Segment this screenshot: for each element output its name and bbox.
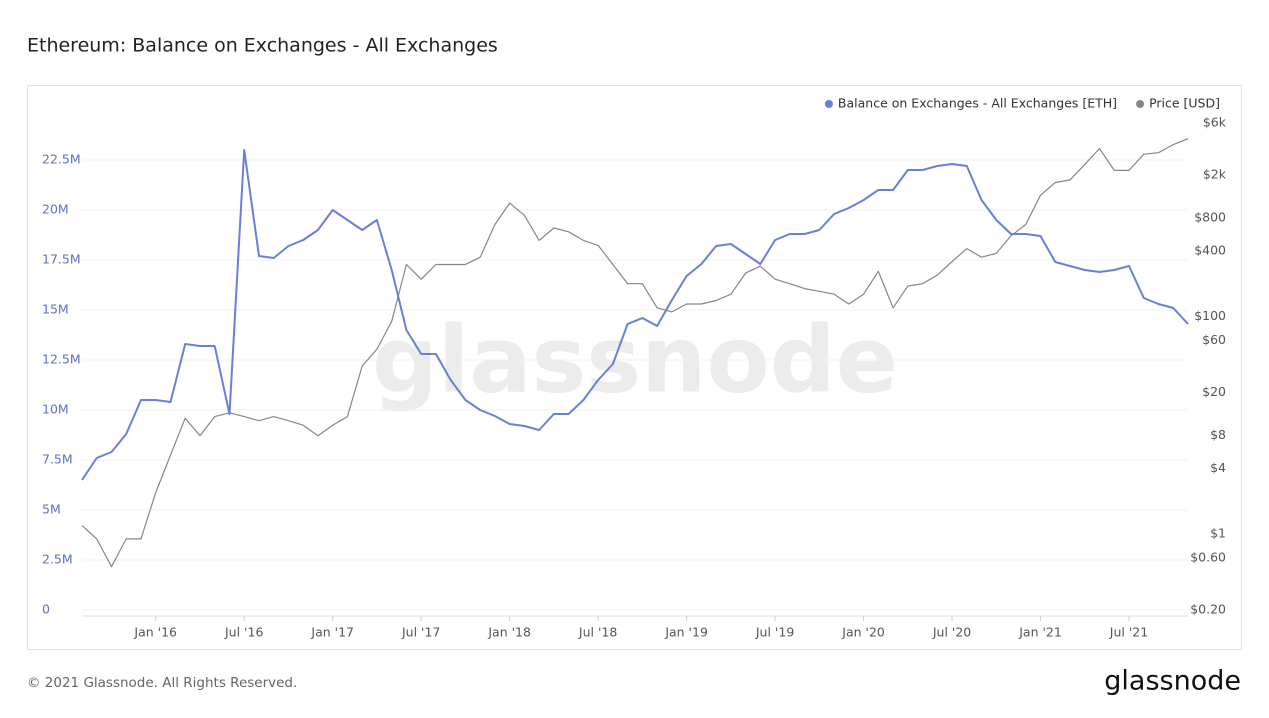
x-tick-label: Jan '17 — [310, 625, 354, 640]
x-tick-label: Jul '18 — [578, 625, 617, 640]
y2-tick-label: $4 — [1210, 460, 1226, 475]
y-tick-label: 17.5M — [42, 252, 81, 267]
x-tick-label: Jul '19 — [755, 625, 794, 640]
x-tick-label: Jan '21 — [1018, 625, 1062, 640]
y2-tick-label: $100 — [1194, 308, 1226, 323]
x-tick-label: Jan '16 — [133, 625, 177, 640]
y-tick-label: 5M — [42, 502, 61, 517]
y2-tick-label: $60 — [1202, 332, 1226, 347]
footer: © 2021 Glassnode. All Rights Reserved. — [27, 675, 297, 691]
chart-frame — [27, 85, 1242, 650]
y-tick-label: 20M — [42, 202, 69, 217]
y-tick-label: 7.5M — [42, 452, 73, 467]
y2-tick-label: $8 — [1210, 427, 1226, 442]
x-tick-label: Jul '20 — [932, 625, 971, 640]
y2-tick-label: $20 — [1202, 384, 1226, 399]
legend-marker — [1136, 100, 1145, 108]
legend-label: Price [USD] — [1149, 96, 1220, 111]
chart-title: Ethereum: Balance on Exchanges - All Exc… — [27, 35, 498, 57]
y-tick-label: 10M — [42, 402, 69, 417]
x-tick-label: Jan '19 — [664, 625, 708, 640]
y2-tick-label: $0.60 — [1190, 550, 1226, 565]
y2-tick-label: $6k — [1203, 114, 1227, 129]
x-tick-label: Jul '17 — [401, 625, 440, 640]
y-tick-label: 2.5M — [42, 552, 73, 567]
legend-label: Balance on Exchanges - All Exchanges [ET… — [838, 96, 1117, 111]
y-tick-label: 12.5M — [42, 352, 81, 367]
y2-tick-label: $0.20 — [1190, 602, 1226, 617]
y-tick-label: 15M — [42, 302, 69, 317]
x-tick-label: Jan '18 — [487, 625, 531, 640]
y2-tick-label: $2k — [1203, 166, 1227, 181]
x-tick-label: Jan '20 — [841, 625, 885, 640]
y2-tick-label: $1 — [1210, 525, 1226, 540]
y-tick-label: 0 — [42, 602, 50, 617]
x-tick-label: Jul '21 — [1109, 625, 1148, 640]
x-tick-label: Jul '16 — [224, 625, 263, 640]
series-line — [81, 149, 1189, 481]
legend-marker — [824, 100, 833, 108]
y-tick-label: 22.5M — [42, 152, 81, 167]
y2-tick-label: $400 — [1194, 242, 1226, 257]
y2-tick-label: $800 — [1194, 210, 1226, 225]
series-line — [81, 138, 1189, 568]
brand-logo: glassnode — [1104, 666, 1241, 697]
